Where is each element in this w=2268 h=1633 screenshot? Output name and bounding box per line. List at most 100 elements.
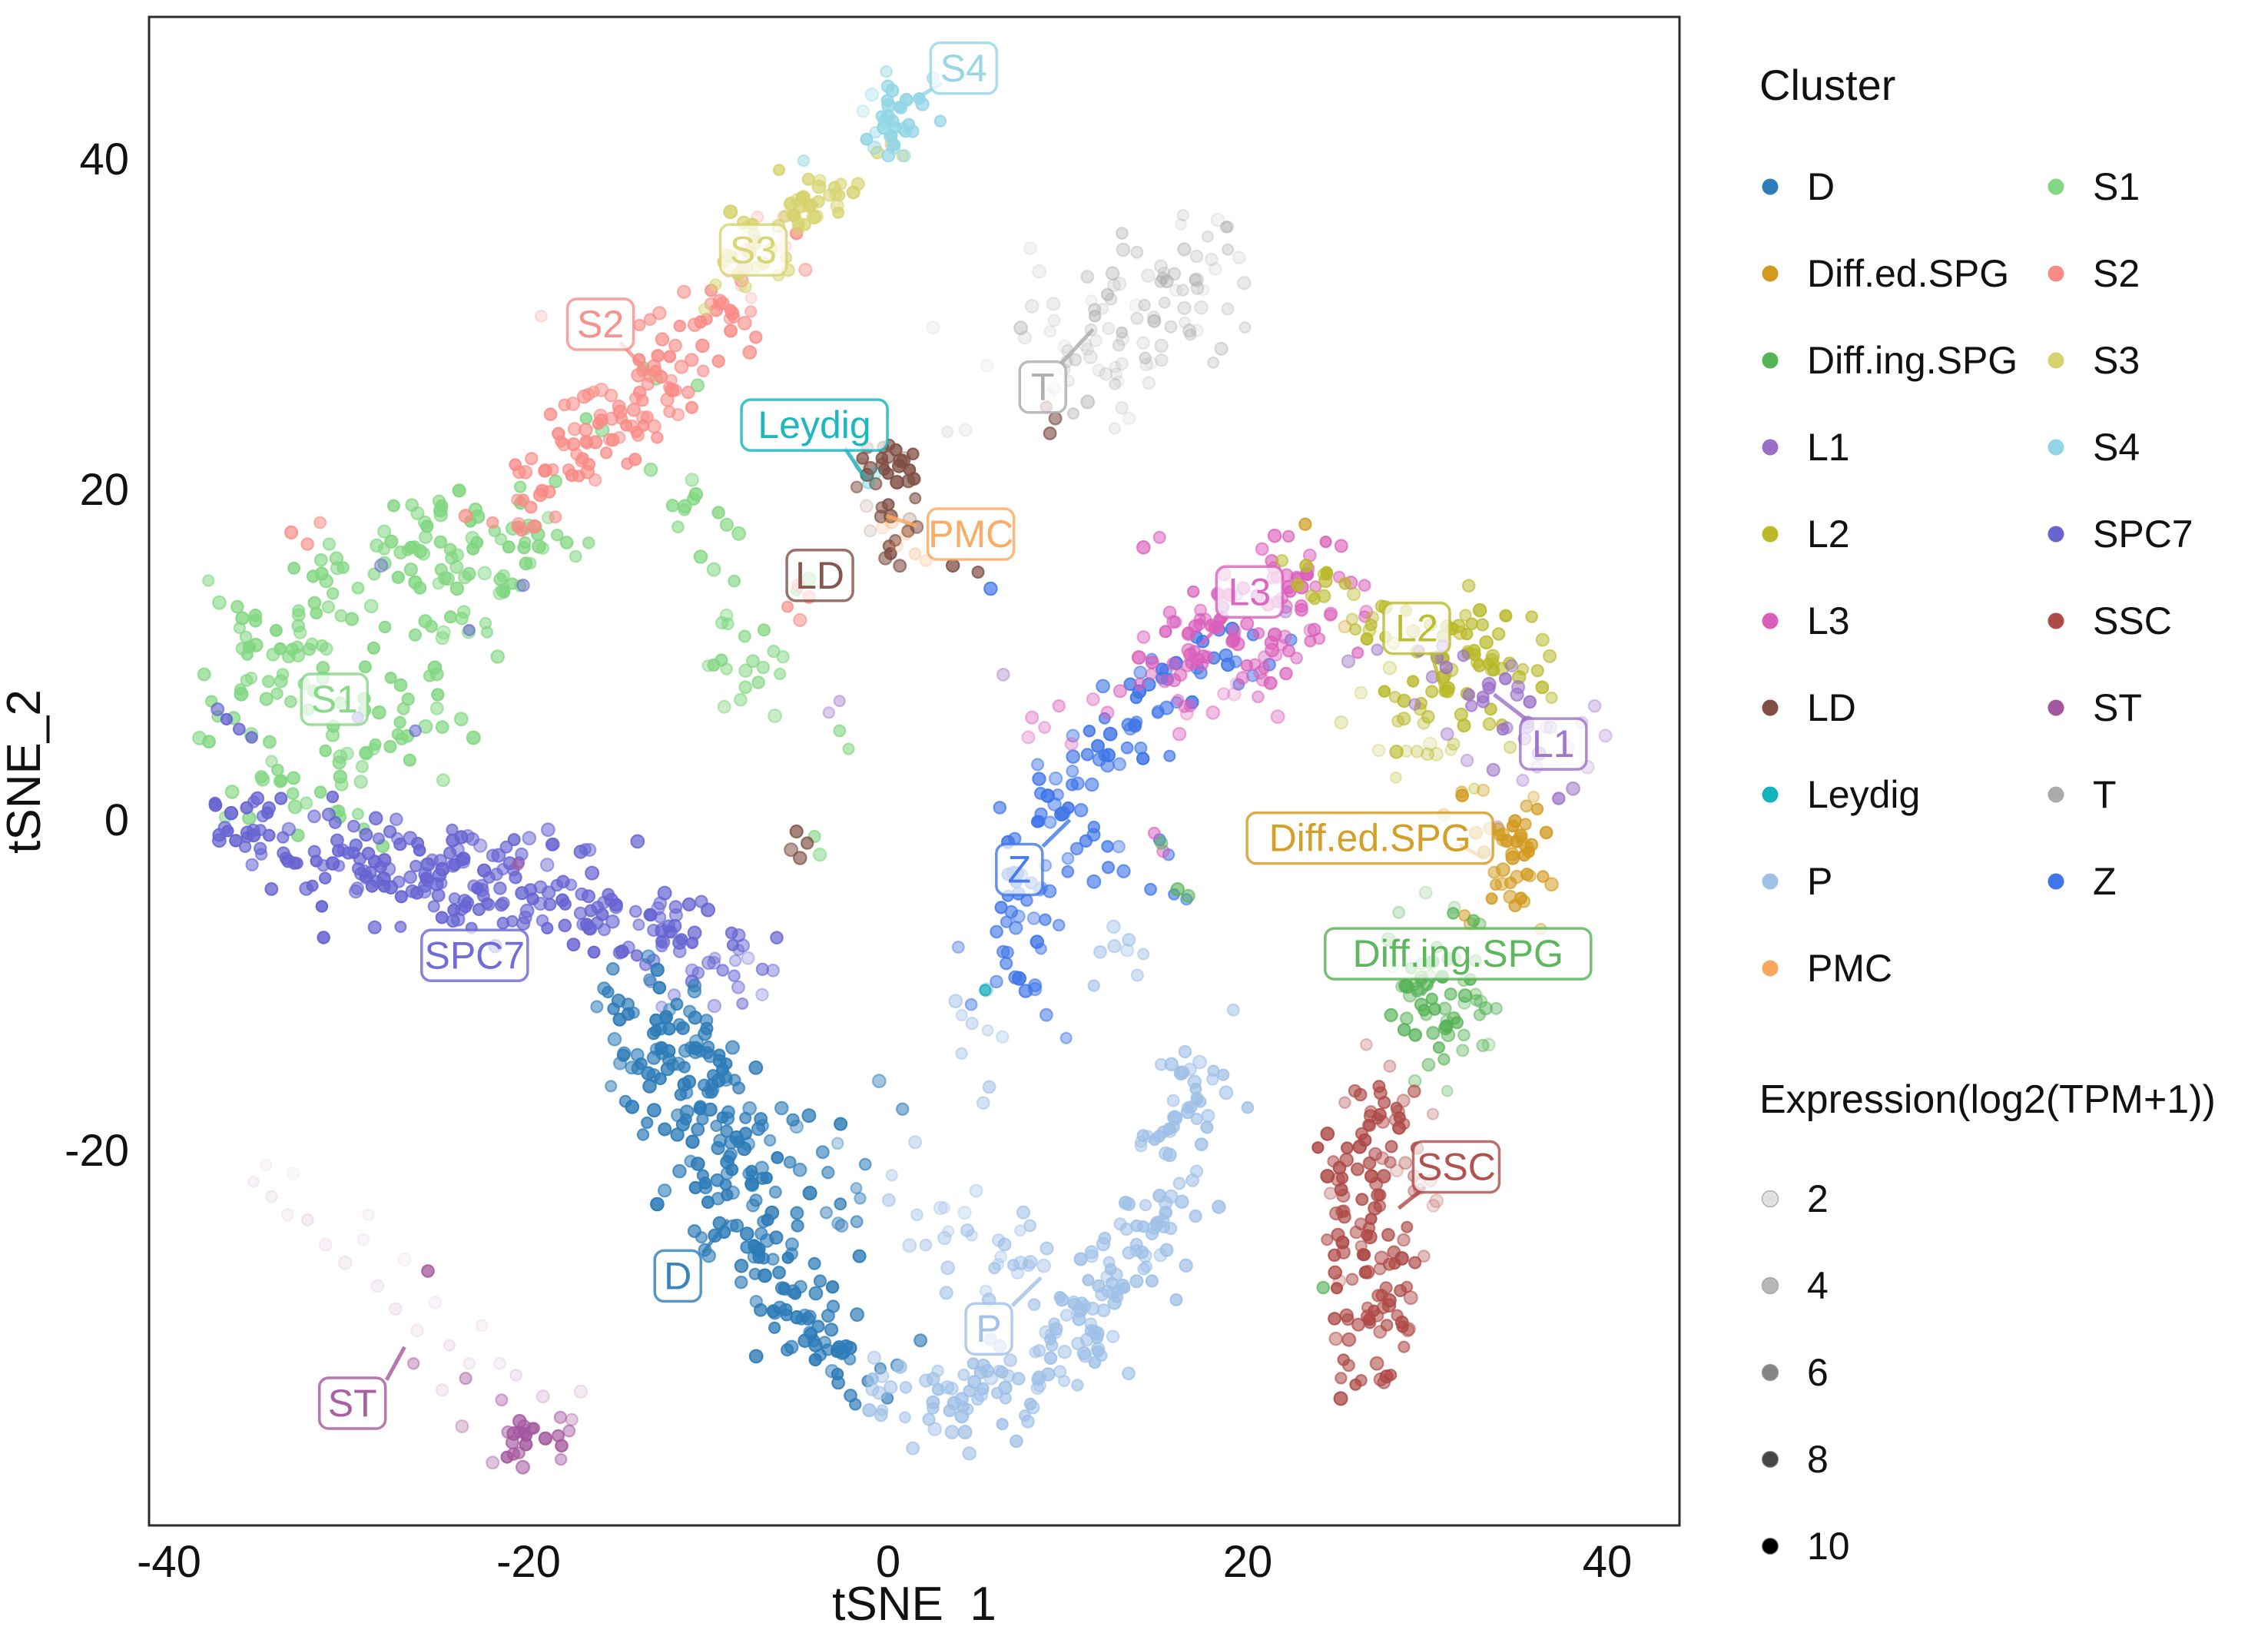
data-point [1504, 876, 1517, 890]
data-point [745, 1164, 758, 1177]
data-point [286, 1167, 300, 1181]
data-point [880, 109, 894, 123]
data-point [1136, 1129, 1150, 1142]
data-point [824, 1364, 840, 1379]
data-point [1181, 888, 1195, 904]
data-point [897, 450, 912, 466]
data-point [1399, 1011, 1414, 1026]
data-point [1378, 1096, 1391, 1110]
data-point [543, 407, 558, 421]
data-point [701, 955, 716, 971]
data-point [212, 833, 227, 848]
data-point [754, 1226, 768, 1241]
data-point [724, 1147, 738, 1161]
data-point [1066, 749, 1080, 764]
data-point [328, 815, 342, 829]
data-point [690, 378, 705, 393]
data-point [377, 524, 392, 539]
data-point [549, 510, 562, 524]
data-point [739, 1226, 754, 1241]
data-point [459, 1372, 472, 1386]
data-point [1096, 679, 1110, 694]
data-point [869, 476, 883, 491]
data-point [1348, 622, 1362, 636]
data-point [1368, 1304, 1381, 1317]
data-point [658, 1122, 672, 1137]
data-point [1043, 815, 1057, 829]
data-point [519, 536, 532, 549]
data-point [1136, 630, 1151, 644]
data-point [685, 1134, 700, 1149]
data-point [1030, 934, 1045, 949]
data-point [1093, 944, 1107, 959]
data-point [406, 1357, 420, 1370]
data-point [319, 642, 333, 656]
data-point [651, 901, 665, 916]
data-point [797, 154, 811, 168]
data-point [1263, 675, 1278, 690]
data-point [1397, 1233, 1411, 1247]
data-point [326, 586, 340, 600]
data-point [1535, 680, 1550, 695]
data-point [240, 825, 255, 841]
data-point [1043, 427, 1057, 440]
data-point [947, 1396, 962, 1411]
data-point [1403, 1290, 1418, 1306]
data-point [772, 1266, 786, 1280]
data-point [1189, 1209, 1202, 1223]
data-point [1080, 342, 1095, 356]
data-point [698, 303, 711, 317]
data-point [1131, 650, 1146, 665]
x-axis-title: tSNE 1 [832, 1578, 996, 1631]
data-point [1408, 698, 1421, 711]
data-point [937, 1201, 951, 1214]
legend-item-label: PMC [1807, 947, 1892, 990]
data-point [359, 745, 374, 761]
data-point [789, 1119, 804, 1134]
legend-item-label: D [1807, 165, 1835, 208]
data-point [1334, 715, 1348, 730]
data-point [807, 1256, 821, 1270]
data-point [1087, 979, 1100, 992]
data-point [996, 1030, 1010, 1044]
data-point [773, 667, 787, 681]
data-point [1391, 1309, 1404, 1322]
data-point [1098, 1231, 1112, 1245]
data-point [669, 383, 682, 397]
data-point [1083, 350, 1098, 365]
data-point [546, 837, 560, 851]
data-point [290, 857, 303, 870]
data-point [1004, 904, 1019, 919]
data-point [1222, 220, 1235, 234]
x-tick-label: -20 [496, 1537, 561, 1587]
data-point [657, 885, 672, 901]
data-point [632, 918, 645, 931]
data-point [662, 1003, 677, 1017]
data-point [372, 832, 385, 845]
data-point [1023, 1397, 1037, 1411]
data-point [1147, 826, 1161, 840]
data-point [435, 911, 449, 924]
data-point [880, 65, 893, 78]
data-point [591, 901, 605, 914]
data-point [751, 1121, 766, 1137]
data-point [654, 1072, 667, 1086]
data-point [874, 1408, 888, 1422]
data-point [1228, 655, 1242, 669]
legend-item-P: P [1762, 860, 1832, 903]
data-point [280, 1208, 295, 1222]
data-point [1096, 1303, 1111, 1318]
data-point [649, 1042, 663, 1056]
data-point [678, 503, 691, 516]
cluster-label-SPC7: SPC7 [420, 928, 529, 983]
data-point [1086, 692, 1100, 706]
data-point [994, 1250, 1008, 1263]
label-text: ST [328, 1382, 377, 1425]
data-point [1121, 1197, 1136, 1211]
data-point [672, 1017, 686, 1032]
data-point [654, 370, 668, 384]
data-point [749, 330, 763, 344]
data-point [747, 1250, 761, 1264]
data-point [784, 1237, 799, 1252]
data-point [1038, 721, 1052, 735]
